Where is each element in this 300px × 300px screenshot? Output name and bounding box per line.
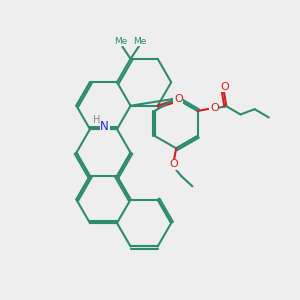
- Text: O: O: [174, 94, 183, 104]
- Text: H: H: [93, 116, 100, 125]
- Text: Me: Me: [134, 37, 147, 46]
- Text: O: O: [220, 82, 229, 92]
- Text: N: N: [100, 120, 109, 133]
- Text: O: O: [169, 159, 178, 169]
- Text: Me: Me: [114, 37, 128, 46]
- Text: O: O: [210, 103, 219, 113]
